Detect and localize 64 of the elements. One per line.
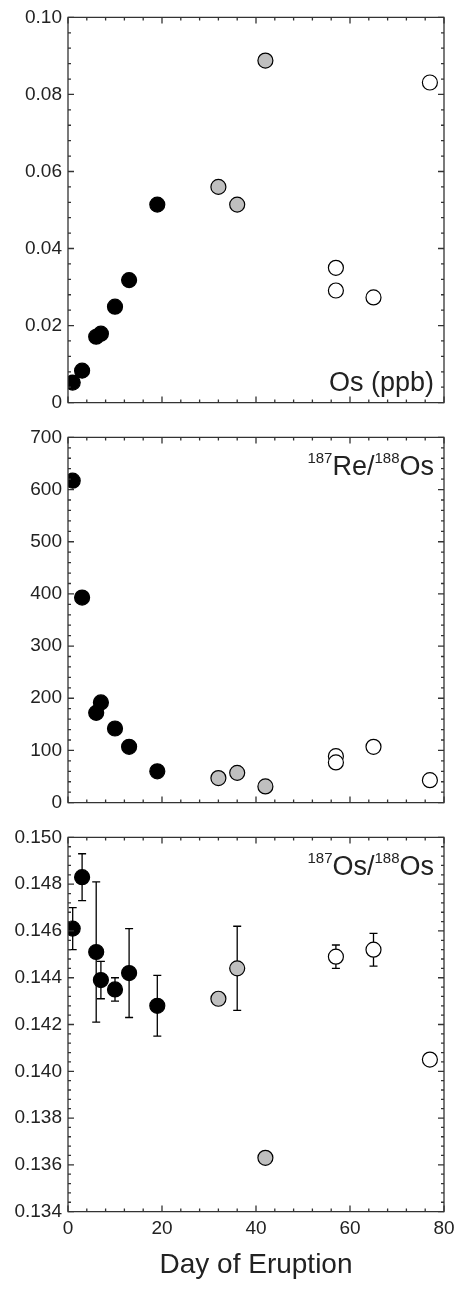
y-tick-label: 0.138 (14, 1106, 62, 1128)
point (106, 981, 124, 998)
point (74, 362, 91, 379)
point (229, 196, 246, 213)
text: Os (ppb) (328, 366, 435, 397)
point (327, 948, 344, 965)
y-tick-label: 0.136 (14, 1153, 62, 1175)
point (421, 1051, 438, 1068)
point (92, 325, 109, 342)
point (106, 720, 124, 737)
y-tick-label: 500 (30, 529, 62, 551)
y-tick-label: 0 (51, 790, 62, 812)
point (92, 971, 109, 989)
point (149, 196, 166, 213)
y-tick-label: 300 (30, 634, 62, 656)
point (421, 772, 438, 789)
x-tick-label: 60 (339, 1217, 361, 1239)
x-tick-label: 80 (433, 1217, 455, 1239)
point (229, 960, 246, 977)
point (421, 74, 438, 91)
point (257, 1149, 274, 1166)
y-tick-label: 0.146 (14, 919, 62, 941)
point (365, 738, 382, 755)
point (257, 778, 274, 795)
y-tick-label: 400 (30, 582, 62, 604)
point (210, 769, 227, 787)
point (149, 763, 166, 780)
point (121, 272, 138, 289)
y-tick-label: 0 (51, 390, 62, 412)
y-tick-label: 100 (30, 738, 62, 760)
y-tick-label: 0.144 (14, 965, 63, 987)
point (327, 282, 344, 299)
point (121, 738, 138, 755)
y-tick-label: 0.142 (14, 1012, 62, 1034)
y-tick-label: 700 (30, 425, 62, 447)
point (365, 941, 382, 958)
point (229, 764, 246, 781)
y-tick-label: 0.140 (14, 1059, 62, 1081)
point (210, 178, 227, 195)
point (149, 997, 166, 1014)
y-tick-label: 0.06 (25, 159, 62, 181)
x-tick-label: 40 (245, 1217, 267, 1239)
point (327, 259, 344, 276)
point (257, 52, 274, 69)
point (121, 964, 138, 982)
y-tick-label: 0.10 (25, 5, 62, 27)
y-tick-label: 0.148 (14, 872, 62, 894)
y-tick-label: 0.08 (25, 82, 62, 104)
point (88, 943, 105, 961)
x-tick-label: 20 (151, 1217, 173, 1239)
point (92, 694, 109, 711)
point (210, 990, 227, 1007)
point (365, 289, 382, 306)
x-axis-title: Day of Eruption (159, 1247, 353, 1279)
point (74, 869, 91, 886)
point (74, 589, 91, 606)
y-tick-label: 0.04 (25, 236, 63, 258)
y-tick-label: 600 (30, 477, 62, 499)
y-tick-label: 200 (30, 686, 62, 708)
y-tick-label: 0.02 (25, 313, 62, 335)
y-tick-label: 0.134 (14, 1199, 63, 1221)
y-tick-label: 0.150 (14, 825, 62, 847)
point (327, 754, 344, 771)
point (106, 298, 124, 315)
